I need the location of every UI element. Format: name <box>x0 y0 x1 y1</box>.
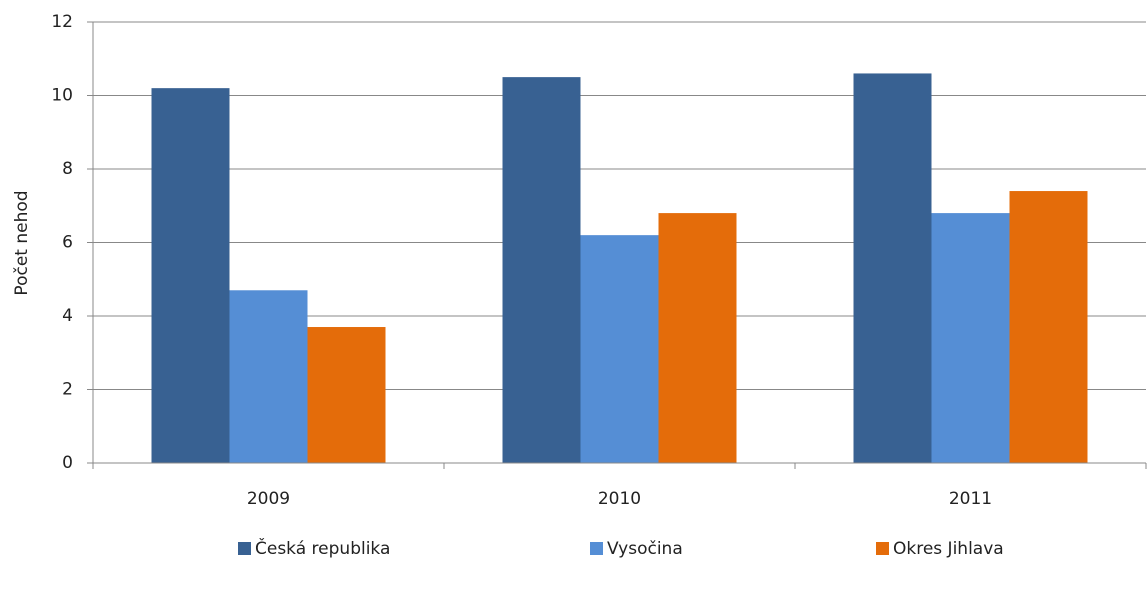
y-tick-label: 10 <box>51 86 73 106</box>
bar <box>502 77 581 463</box>
y-tick-label: 2 <box>62 380 73 400</box>
y-tick-label: 8 <box>62 159 73 179</box>
bar <box>658 213 737 463</box>
bar <box>931 213 1010 463</box>
y-tick-label: 0 <box>62 453 73 473</box>
legend-swatch <box>238 542 251 555</box>
bar <box>307 327 386 463</box>
x-tick-label: 2009 <box>247 489 290 509</box>
legend-swatch <box>590 542 603 555</box>
legend-label: Vysočina <box>607 539 683 559</box>
x-tick-label: 2010 <box>598 489 641 509</box>
y-tick-label: 12 <box>51 12 73 32</box>
y-axis-title: Počet nehod <box>12 190 32 295</box>
legend-swatch <box>876 542 889 555</box>
bar <box>229 290 308 463</box>
bar <box>580 235 659 463</box>
x-tick-label: 2011 <box>949 489 992 509</box>
y-tick-label: 4 <box>62 306 73 326</box>
y-tick-label: 6 <box>62 233 73 253</box>
legend-label: Okres Jihlava <box>893 539 1004 559</box>
bar <box>853 73 932 463</box>
bar <box>1009 191 1088 464</box>
bar <box>151 88 230 464</box>
legend-label: Česká republika <box>255 537 390 559</box>
